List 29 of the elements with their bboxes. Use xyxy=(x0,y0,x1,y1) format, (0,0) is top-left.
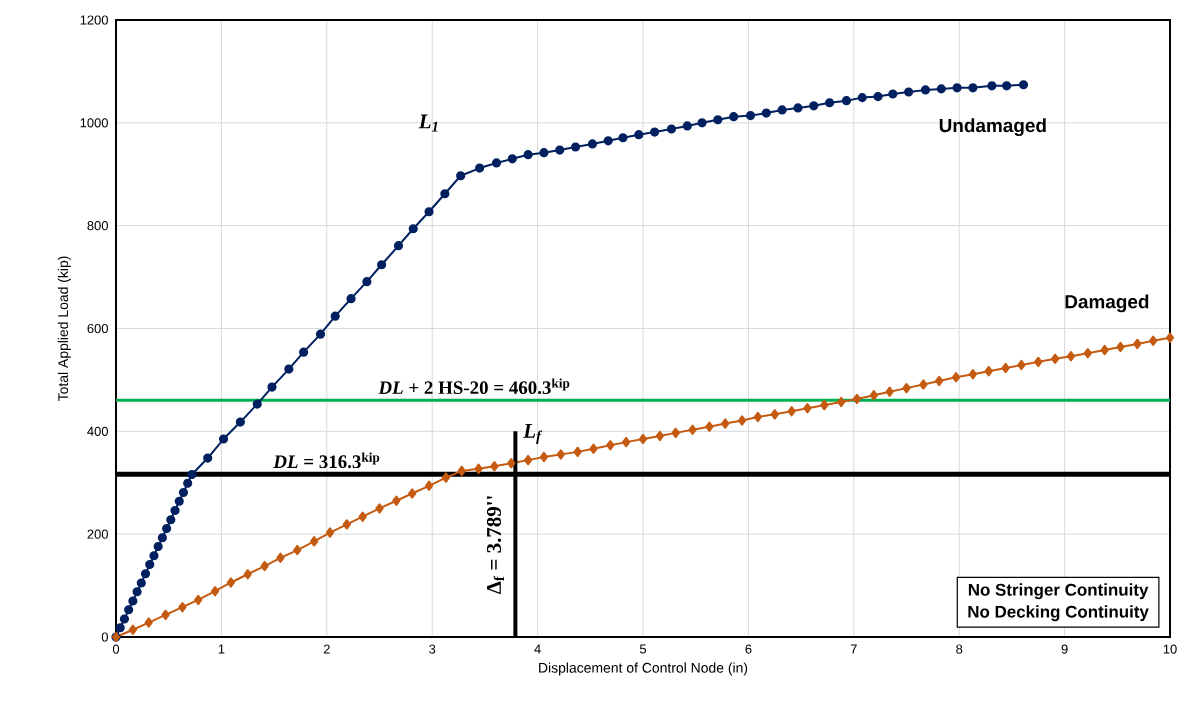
y-tick-label: 600 xyxy=(87,323,108,334)
annotation: No Stringer Continuity xyxy=(968,583,1149,600)
series-label: Undamaged xyxy=(939,118,1046,137)
x-tick-label: 10 xyxy=(1163,644,1177,654)
annotation: No Decking Continuity xyxy=(968,605,1149,622)
x-tick-label: 6 xyxy=(745,644,752,654)
annotation: L$_{1}$ xyxy=(418,114,438,132)
series-label: Damaged xyxy=(1065,294,1149,313)
x-tick-label: 4 xyxy=(534,644,541,654)
ref-line-label: DL = 316.3$^{kip}$ xyxy=(273,452,380,469)
x-tick-label: 0 xyxy=(112,644,120,654)
annotation: Δ$_{f}$ = 3.789'' xyxy=(486,496,505,594)
annotation: L$_{f}$ xyxy=(523,423,543,444)
x-tick-label: 5 xyxy=(639,644,647,654)
x-axis-title: Displacement of Control Node (in) xyxy=(539,662,748,676)
y-tick-label: 1000 xyxy=(80,118,108,128)
x-tick-label: 2 xyxy=(323,644,330,654)
y-tick-label: 400 xyxy=(87,426,108,436)
y-tick-label: 0 xyxy=(101,632,108,642)
x-tick-label: 3 xyxy=(429,644,436,654)
y-tick-label: 1200 xyxy=(80,15,108,25)
x-tick-label: 8 xyxy=(956,644,963,654)
y-tick-label: 800 xyxy=(87,221,108,231)
x-tick-label: 9 xyxy=(1061,644,1068,654)
ref-line-label: DL + 2 HS-20 = 460.3$^{kip}$ xyxy=(378,378,570,395)
y-axis-title: Total Applied Load (kip) xyxy=(57,256,71,402)
x-tick-label: 1 xyxy=(218,644,225,654)
x-tick-label: 7 xyxy=(850,644,857,654)
y-tick-label: 200 xyxy=(87,529,108,539)
